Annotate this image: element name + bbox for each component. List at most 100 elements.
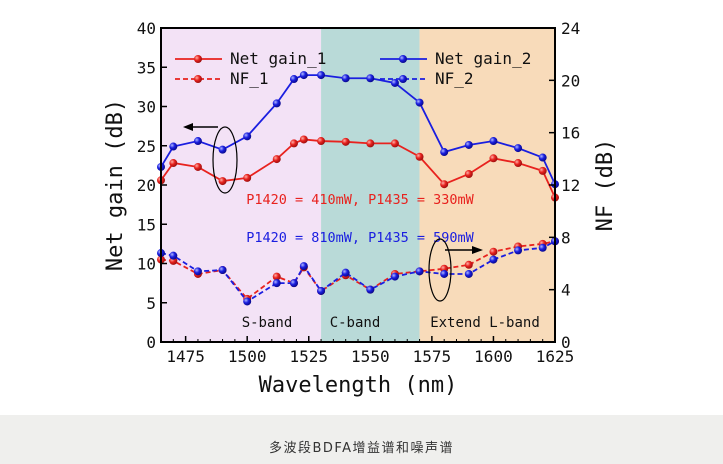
y-tick-label: 0 xyxy=(146,333,156,352)
data-point xyxy=(272,279,281,288)
data-point xyxy=(390,139,399,148)
data-point xyxy=(489,255,498,264)
data-point xyxy=(289,75,298,84)
data-point xyxy=(341,268,350,277)
data-point xyxy=(489,247,498,256)
data-point xyxy=(218,177,227,186)
data-point xyxy=(218,145,227,154)
data-point xyxy=(440,269,449,278)
band-label: Extend L-band xyxy=(430,315,540,331)
data-point xyxy=(464,170,473,179)
data-point xyxy=(341,74,350,83)
band-label: C-band xyxy=(330,315,381,331)
y-tick-label: 40 xyxy=(137,19,156,38)
data-point xyxy=(317,71,326,80)
y2-tick-label: 16 xyxy=(561,124,580,143)
y2-tick-label: 0 xyxy=(561,333,571,352)
chart: S-band C-band Extend L-band P1420 = 410mW, … xyxy=(103,19,618,398)
data-point xyxy=(193,137,202,146)
y2-tick-label: 4 xyxy=(561,281,571,300)
data-point xyxy=(289,139,298,148)
legend-label: Net gain_1 xyxy=(230,49,326,68)
band-label: S-band xyxy=(242,315,293,331)
data-point xyxy=(440,148,449,157)
right-arrow-icon xyxy=(472,246,483,254)
y2-tick-label: 12 xyxy=(561,176,580,195)
data-point xyxy=(272,155,281,164)
data-point xyxy=(415,98,424,107)
data-point xyxy=(390,78,399,87)
data-point xyxy=(464,140,473,149)
nf-ellipse xyxy=(428,238,452,302)
y2-axis-label: NF (dB) xyxy=(593,139,618,232)
legend-label: NF_2 xyxy=(435,69,474,88)
y-axis-label: Net gain (dB) xyxy=(103,99,128,271)
data-point xyxy=(514,246,523,255)
data-point xyxy=(366,285,375,294)
y2-tick-label: 24 xyxy=(561,19,580,38)
data-point xyxy=(272,99,281,108)
y-tick-label: 25 xyxy=(137,137,156,156)
y-tick-label: 5 xyxy=(146,294,156,313)
data-point xyxy=(366,139,375,148)
y2-tick-label: 20 xyxy=(561,71,580,90)
data-point xyxy=(299,135,308,144)
legend-label: Net gain_2 xyxy=(435,49,531,68)
x-tick-label: 1575 xyxy=(413,347,452,366)
annotation-power-2: P1420 = 810mW, P1435 = 590mW xyxy=(246,230,474,246)
x-tick-label: 1475 xyxy=(166,347,205,366)
data-point xyxy=(341,137,350,146)
data-point xyxy=(169,251,178,260)
data-point xyxy=(169,159,178,168)
y-tick-label: 20 xyxy=(137,176,156,195)
figure-caption: 多波段BDFA增益谱和噪声谱 xyxy=(268,441,455,456)
data-point xyxy=(243,132,252,141)
x-tick-label: 1600 xyxy=(474,347,513,366)
data-point xyxy=(317,286,326,295)
data-point xyxy=(317,137,326,146)
data-point xyxy=(514,144,523,153)
data-point xyxy=(538,166,547,175)
data-point xyxy=(415,152,424,161)
x-axis-label: Wavelength (nm) xyxy=(259,373,458,398)
x-tick-label: 1625 xyxy=(536,347,575,366)
gain-ellipse xyxy=(212,126,238,194)
data-point xyxy=(390,272,399,281)
data-point xyxy=(243,173,252,182)
x-tick-label: 1500 xyxy=(228,347,267,366)
data-point xyxy=(464,269,473,278)
data-point xyxy=(193,267,202,276)
left-arrow-icon xyxy=(183,123,193,131)
legend-marker xyxy=(194,55,202,63)
legend-marker xyxy=(399,55,407,63)
data-point xyxy=(514,159,523,168)
caption-bar: 多波段BDFA增益谱和噪声谱 xyxy=(0,415,723,464)
y-tick-label: 10 xyxy=(137,255,156,274)
data-point xyxy=(169,142,178,151)
data-point xyxy=(299,262,308,271)
data-point xyxy=(272,272,281,281)
y2-tick-label: 8 xyxy=(561,228,571,247)
data-point xyxy=(218,266,227,275)
data-point xyxy=(538,243,547,252)
data-point xyxy=(489,154,498,163)
x-tick-label: 1550 xyxy=(351,347,390,366)
legend-marker xyxy=(399,75,407,83)
data-point xyxy=(464,260,473,269)
data-point xyxy=(289,279,298,288)
annotation-power-1: P1420 = 410mW, P1435 = 330mW xyxy=(246,192,474,208)
data-point xyxy=(489,137,498,146)
x-tick-label: 1525 xyxy=(289,347,328,366)
data-point xyxy=(415,267,424,276)
data-point xyxy=(538,153,547,162)
data-point xyxy=(193,162,202,171)
data-point xyxy=(440,180,449,189)
legend-label: NF_1 xyxy=(230,69,269,88)
y-tick-label: 30 xyxy=(137,98,156,117)
data-point xyxy=(243,297,252,306)
y-tick-label: 35 xyxy=(137,58,156,77)
data-point xyxy=(299,71,308,80)
legend-marker xyxy=(194,75,202,83)
y-tick-label: 15 xyxy=(137,215,156,234)
data-point xyxy=(366,74,375,83)
